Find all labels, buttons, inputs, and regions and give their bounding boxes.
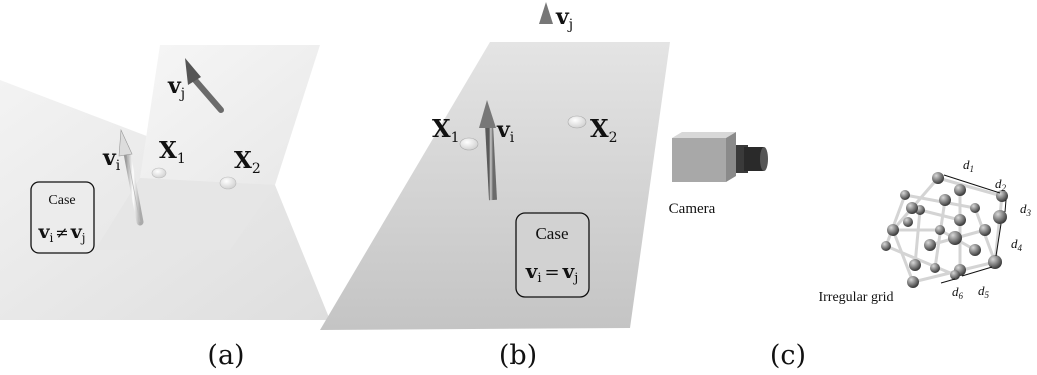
point-x2-a (219, 176, 237, 190)
label-vj-b: vj (555, 4, 573, 33)
label-x2-a: X2 (234, 147, 261, 177)
case-box-b: Case vi = vj (515, 212, 590, 298)
case-box-a: Case vi ≠ vj (30, 181, 95, 254)
camera-label: Camera (669, 201, 716, 217)
panel-b: vj vi X1 X2 Case vi = vj (b) (320, 2, 670, 371)
point-x1-b (459, 137, 479, 151)
caption-c: (c) (770, 340, 806, 371)
label-vi-a: vi (102, 145, 121, 174)
point-x2-b (567, 115, 587, 129)
grid-label: Irregular grid (818, 290, 893, 305)
caption-a: (a) (207, 340, 244, 371)
point-x1-a (151, 167, 167, 179)
panel-a: vj vi X1 X2 Case vi ≠ vj (a) (0, 45, 330, 371)
distance-arrows (940, 174, 1007, 284)
label-vi-b: vi (496, 117, 515, 146)
label-d2: d2 (995, 176, 1007, 193)
vector-vj-a (185, 58, 224, 113)
label-x2-b: X2 (590, 114, 618, 146)
plane-fold-a (95, 178, 275, 250)
case-title-b: Case (535, 224, 568, 243)
label-d4: d4 (1011, 236, 1023, 253)
case-expr-a: vi ≠ vj (37, 221, 85, 245)
vector-vj-b (539, 2, 553, 85)
label-d6: d6 (952, 284, 964, 301)
case-title-a: Case (48, 193, 75, 208)
label-d5: d5 (978, 283, 990, 300)
irregular-grid (884, 176, 1004, 284)
vector-vi-b (479, 100, 497, 201)
label-x1-a: X1 (159, 137, 186, 167)
label-d1: d1 (963, 157, 974, 174)
camera-icon (672, 132, 768, 182)
grid-nodes (881, 172, 1008, 288)
label-vj-a: vj (167, 73, 185, 102)
panel-c: Camera (669, 132, 1032, 371)
label-d3: d3 (1020, 201, 1032, 218)
caption-b: (b) (499, 340, 537, 371)
case-expr-b: vi = vj (525, 259, 579, 286)
vector-vi-a (118, 128, 144, 226)
label-x1-b: X1 (432, 114, 460, 146)
plane-wall-a (140, 45, 320, 185)
